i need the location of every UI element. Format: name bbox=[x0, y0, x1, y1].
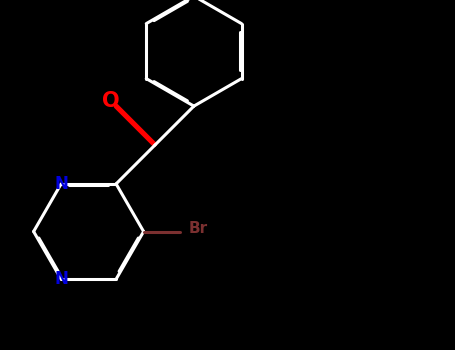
Text: N: N bbox=[54, 175, 68, 193]
Text: O: O bbox=[102, 91, 120, 111]
Text: N: N bbox=[54, 270, 68, 288]
Text: Br: Br bbox=[189, 221, 208, 236]
